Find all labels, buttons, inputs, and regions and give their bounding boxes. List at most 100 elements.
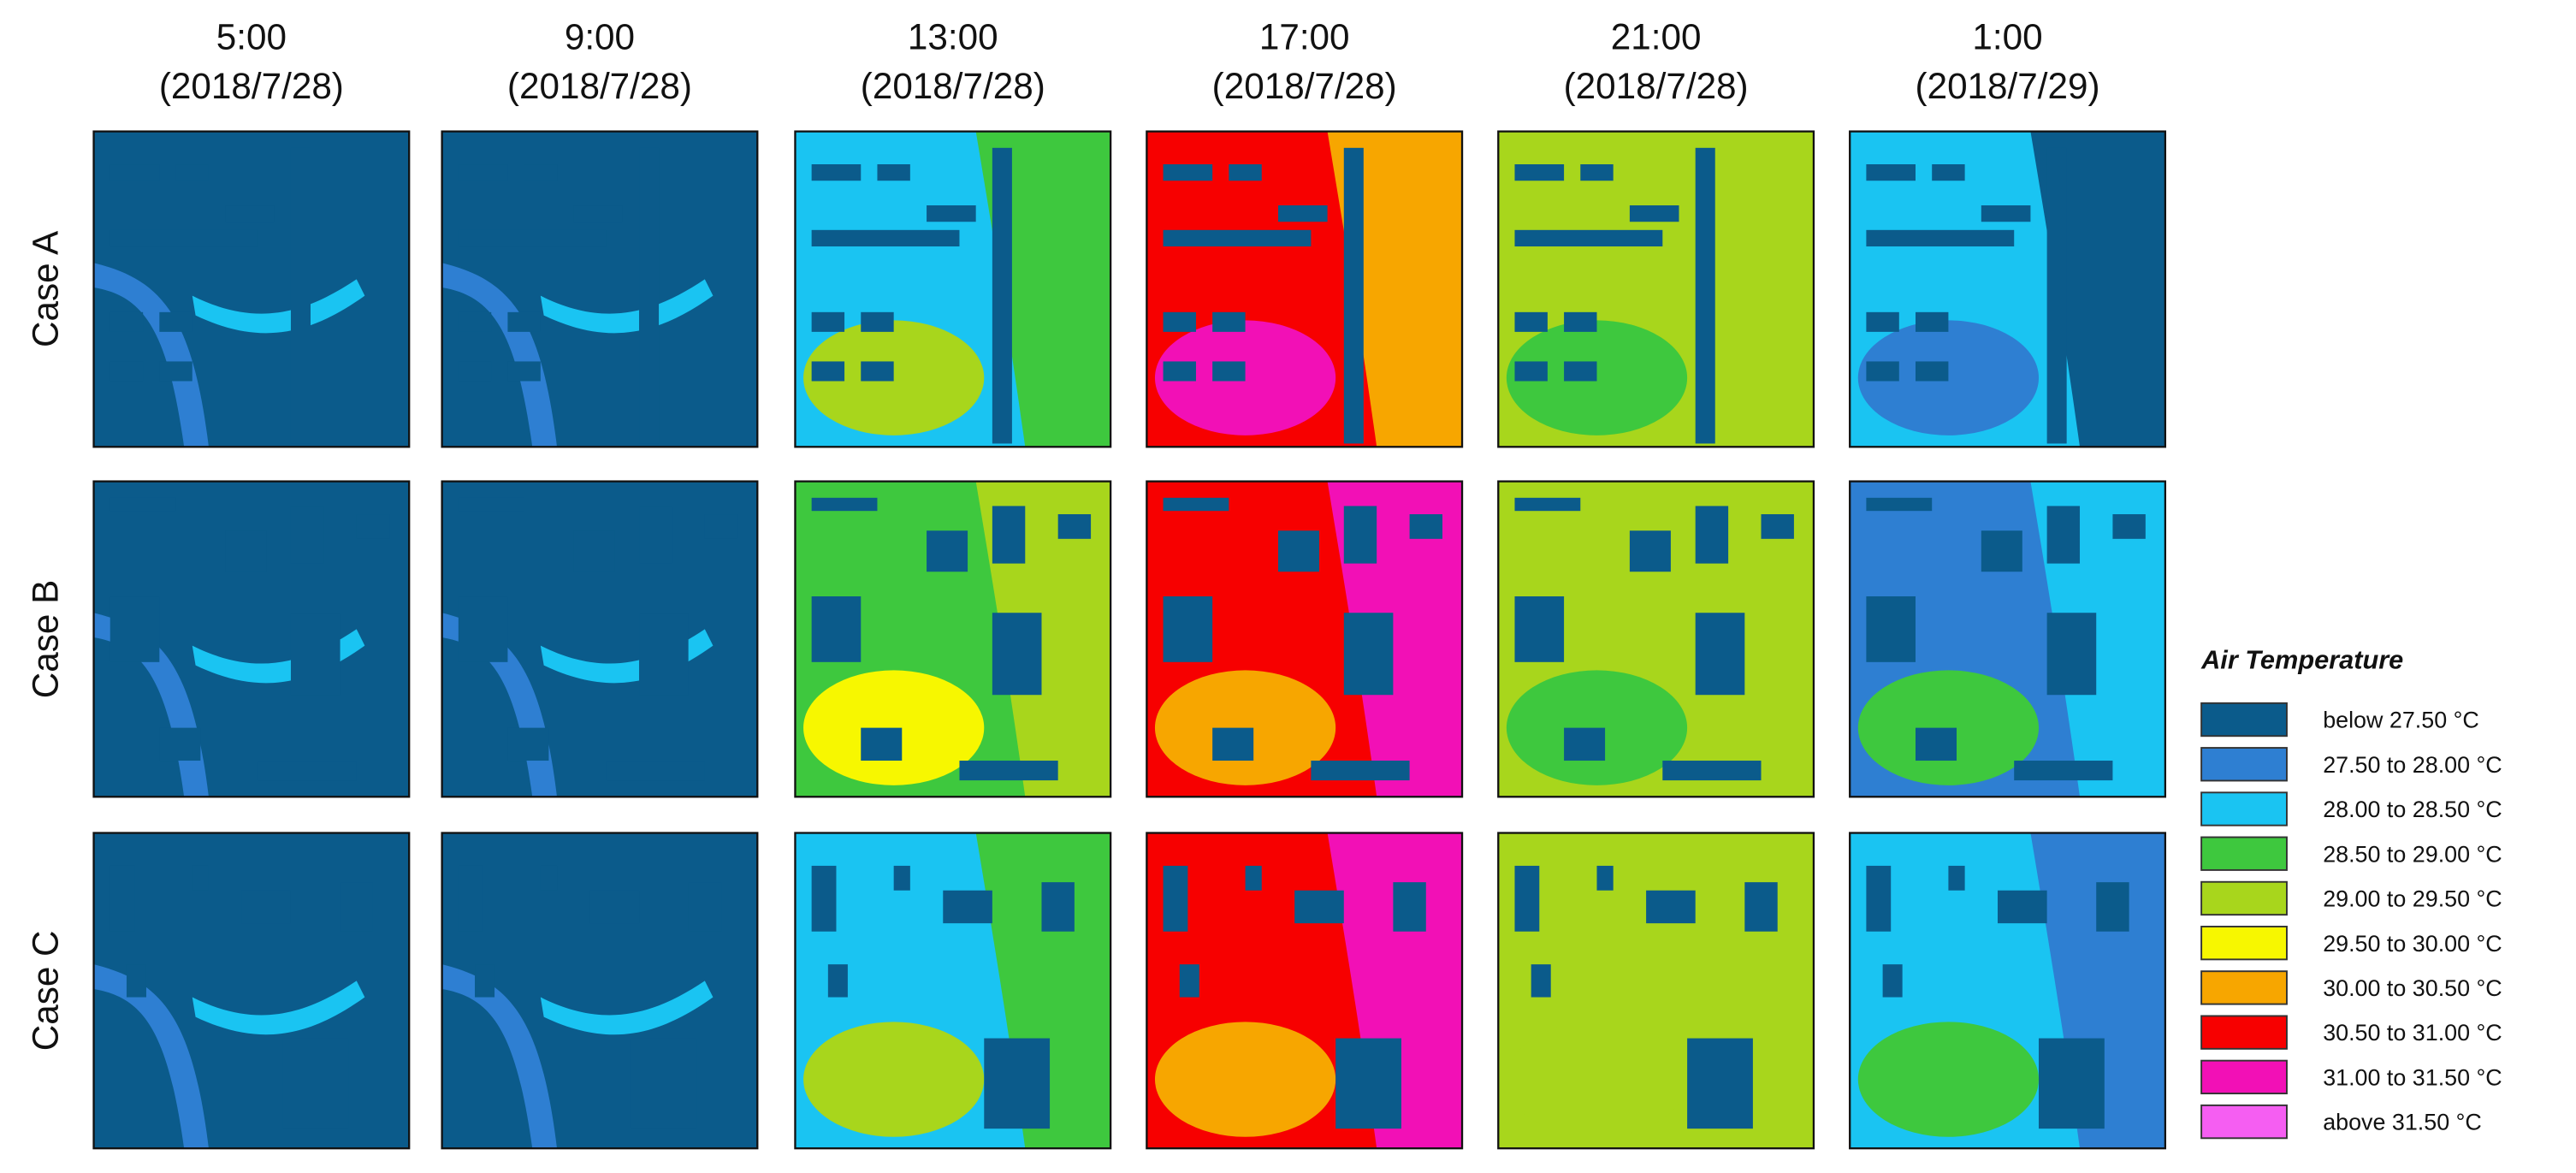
map-zone [192, 279, 365, 334]
building [1277, 205, 1328, 222]
legend-label: 29.00 to 29.50 °C [2323, 886, 2502, 912]
building [1695, 613, 1745, 696]
building [861, 311, 894, 332]
building [1646, 890, 1696, 924]
building [1212, 361, 1246, 382]
building [811, 865, 837, 932]
building [877, 164, 910, 181]
building [110, 361, 144, 382]
map-zone [192, 980, 365, 1035]
legend-label: 28.50 to 29.00 °C [2323, 841, 2502, 867]
panel-frame [92, 130, 411, 448]
building [1163, 311, 1196, 332]
building [1245, 865, 1262, 891]
map-panel [92, 130, 411, 448]
building [1393, 882, 1426, 932]
building [110, 311, 144, 332]
building [458, 596, 508, 662]
panel-frame [1497, 832, 1815, 1150]
legend-title: Air Temperature [2200, 645, 2403, 675]
column-time: 1:00 [1972, 17, 2042, 57]
building [540, 865, 558, 891]
panel-frame [794, 832, 1112, 1150]
legend-label: 30.00 to 30.50 °C [2323, 975, 2502, 1001]
map-zone [803, 1022, 985, 1137]
building [1277, 530, 1319, 572]
building [861, 361, 894, 382]
panel-frame [1849, 130, 2167, 448]
building [1564, 311, 1597, 332]
building [1163, 596, 1213, 662]
building [992, 506, 1026, 564]
map-zone [803, 320, 985, 435]
building [2014, 761, 2113, 781]
map-zone [1857, 320, 2040, 435]
map-panel [794, 480, 1112, 798]
building [639, 147, 660, 444]
map-zone [441, 263, 558, 447]
building [1580, 164, 1614, 181]
building [1916, 727, 1957, 761]
building [1948, 865, 1965, 891]
building [1311, 761, 1410, 781]
column-time: 21:00 [1611, 17, 1702, 57]
panel-frame [441, 130, 759, 448]
column-time: 5:00 [216, 17, 287, 57]
map-zone [1154, 1022, 1336, 1137]
building [2039, 1038, 2105, 1129]
building [1866, 164, 1916, 181]
building [1163, 164, 1213, 181]
map-zone [540, 980, 714, 1035]
building [1163, 229, 1312, 247]
building [1687, 1038, 1753, 1129]
building [1163, 865, 1188, 932]
row-label: Case B [25, 580, 65, 699]
map-zone [1506, 1022, 1688, 1137]
building [1932, 164, 1965, 181]
building [1916, 311, 1949, 332]
building [1596, 865, 1614, 891]
map-zone [540, 279, 714, 334]
building [1041, 882, 1075, 932]
building [1229, 164, 1262, 181]
map-panel [1497, 480, 1815, 798]
building [1882, 964, 1903, 998]
legend-label: above 31.50 °C [2323, 1110, 2482, 1135]
panel-frame [1146, 480, 1464, 798]
building [893, 865, 910, 891]
map-panel [1497, 832, 1815, 1150]
building [290, 147, 311, 444]
building [811, 361, 845, 382]
building [2046, 147, 2067, 444]
map-zone [975, 832, 1111, 1149]
legend-swatch [2200, 836, 2288, 871]
building [458, 865, 483, 932]
building [811, 596, 862, 662]
building [2046, 613, 2097, 696]
map-zone [2030, 832, 2165, 1149]
column-date: (2018/7/28) [1212, 66, 1397, 106]
map-panel [1849, 480, 2167, 798]
building [1866, 361, 1899, 382]
building [110, 164, 160, 181]
building [110, 865, 135, 932]
building [1744, 882, 1778, 932]
building [861, 727, 903, 761]
building [175, 164, 209, 181]
building [225, 205, 275, 222]
legend-swatch [2200, 970, 2288, 1005]
column-date: (2018/7/29) [1916, 66, 2100, 106]
building [927, 530, 968, 572]
building [507, 727, 549, 761]
building [1531, 964, 1551, 998]
column-date: (2018/7/28) [507, 66, 692, 106]
building [1695, 147, 1715, 444]
building [110, 497, 176, 512]
map-panel [1146, 832, 1464, 1150]
column-date: (2018/7/28) [1564, 66, 1749, 106]
building [573, 530, 615, 572]
building [1866, 311, 1899, 332]
building [1761, 514, 1794, 539]
building [2112, 514, 2146, 539]
